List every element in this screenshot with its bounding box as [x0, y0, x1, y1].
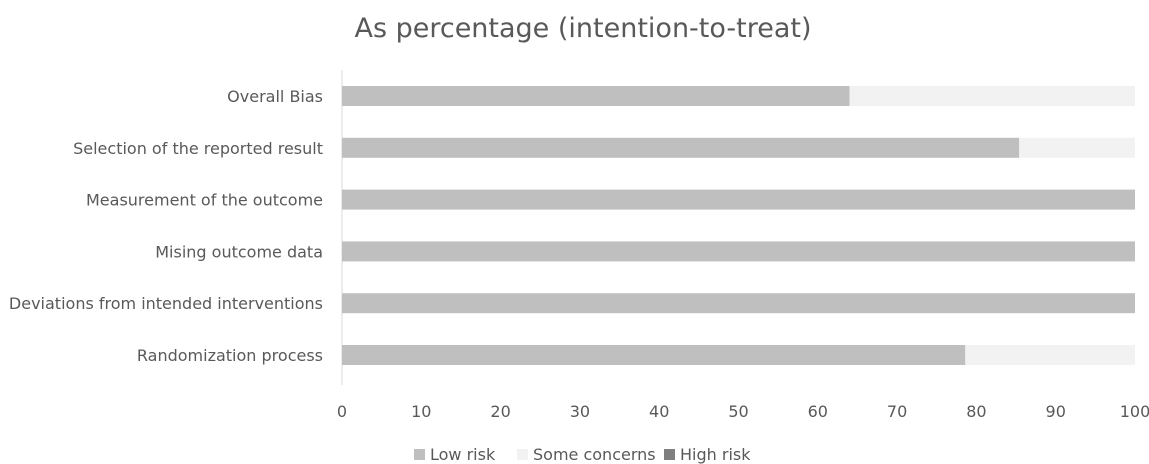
legend-label: Some concerns	[533, 445, 656, 464]
x-tick-label: 90	[1046, 402, 1066, 421]
x-tick-label: 30	[570, 402, 590, 421]
x-axis-tick-labels: 0 10 20 30 40 50 60 70 80 90 100	[337, 402, 1149, 421]
category-label: Selection of the reported result	[73, 139, 323, 158]
bar-segment	[342, 189, 1135, 210]
x-tick-label: 80	[966, 402, 986, 421]
x-tick-label: 20	[490, 402, 510, 421]
legend-swatch	[414, 449, 425, 460]
x-tick-label: 40	[649, 402, 669, 421]
legend-swatch	[664, 449, 675, 460]
legend-label: Low risk	[430, 445, 496, 464]
chart-title: As percentage (intention-to-treat)	[354, 13, 811, 44]
bars-group	[342, 86, 1135, 365]
category-label: Mising outcome data	[155, 242, 323, 261]
x-tick-label: 0	[337, 402, 347, 421]
category-labels: Overall Bias Selection of the reported re…	[9, 87, 323, 365]
legend-swatch	[517, 449, 528, 460]
x-tick-label: 70	[887, 402, 907, 421]
bar-segment	[342, 86, 850, 106]
bar-segment	[342, 137, 1020, 158]
legend: Low risk Some concerns High risk	[414, 445, 751, 464]
category-label: Overall Bias	[227, 87, 323, 106]
x-tick-label: 100	[1120, 402, 1149, 421]
category-label: Randomization process	[137, 346, 323, 365]
category-label: Measurement of the outcome	[86, 191, 323, 210]
bar-segment	[342, 241, 1135, 262]
bar-segment	[849, 86, 1135, 106]
bar-segment	[1019, 137, 1135, 158]
x-tick-label: 10	[411, 402, 431, 421]
bar-segment	[965, 345, 1135, 365]
category-label: Deviations from intended interventions	[9, 294, 323, 313]
x-tick-label: 60	[808, 402, 828, 421]
x-tick-label: 50	[728, 402, 748, 421]
bar-segment	[342, 293, 1135, 314]
legend-label: High risk	[680, 445, 751, 464]
bar-segment	[342, 345, 966, 365]
